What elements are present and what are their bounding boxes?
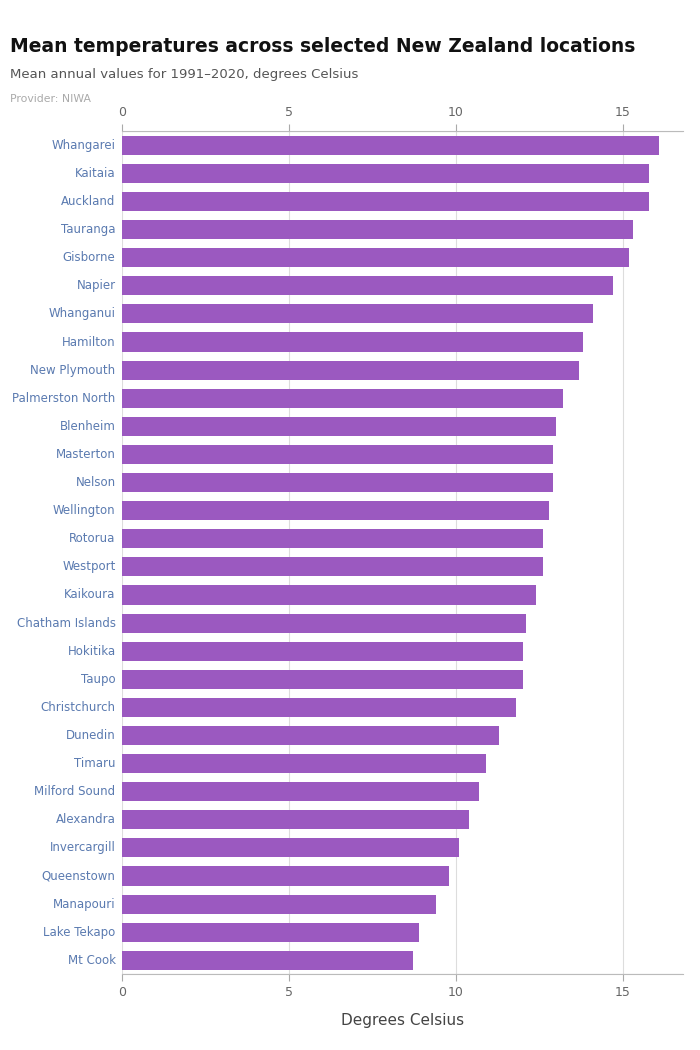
Bar xyxy=(122,586,536,605)
Bar xyxy=(122,304,592,323)
Bar xyxy=(122,698,516,717)
Bar xyxy=(122,923,419,942)
Bar xyxy=(122,558,542,576)
Text: Provider: NIWA: Provider: NIWA xyxy=(10,94,92,105)
Bar xyxy=(122,220,633,239)
Bar xyxy=(122,135,659,154)
Bar xyxy=(122,642,522,660)
Bar xyxy=(122,192,649,211)
Bar xyxy=(122,472,552,492)
Bar xyxy=(122,529,542,548)
Bar xyxy=(122,248,629,268)
Bar xyxy=(122,164,649,183)
Bar xyxy=(122,951,412,970)
Bar xyxy=(122,811,469,830)
Bar xyxy=(122,866,449,885)
Bar xyxy=(122,613,526,633)
Bar xyxy=(122,670,522,689)
Bar xyxy=(122,417,556,436)
Bar xyxy=(122,782,480,801)
Bar xyxy=(122,388,563,407)
Text: Mean temperatures across selected New Zealand locations: Mean temperatures across selected New Ze… xyxy=(10,37,636,56)
Bar xyxy=(122,501,550,520)
Text: Mean annual values for 1991–2020, degrees Celsius: Mean annual values for 1991–2020, degree… xyxy=(10,68,359,81)
Bar xyxy=(122,754,486,773)
Bar xyxy=(122,895,436,914)
X-axis label: Degrees Celsius: Degrees Celsius xyxy=(341,1013,464,1028)
Bar xyxy=(122,276,612,295)
Bar xyxy=(122,726,499,746)
Bar xyxy=(122,333,582,352)
Bar xyxy=(122,360,579,380)
Bar xyxy=(122,445,552,464)
Bar xyxy=(122,838,459,858)
Text: figure.nz: figure.nz xyxy=(606,27,672,40)
